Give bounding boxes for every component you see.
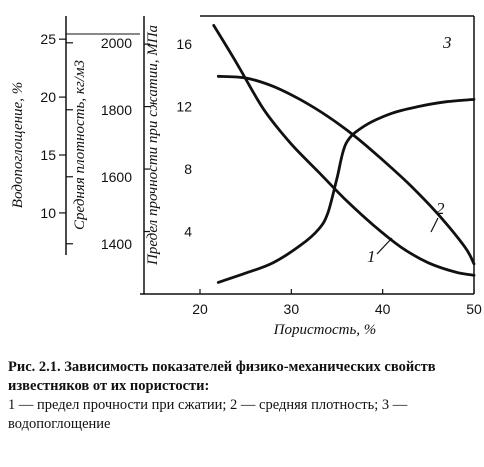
curve-label-2: 2 [436,199,445,218]
density-tick-label: 1400 [101,236,132,252]
x-tick-label: 20 [192,301,208,317]
figure-caption: Рис. 2.1. Зависимость показателей физико… [8,358,480,434]
curve-label-3: 3 [442,33,452,52]
curve-label-leader [376,237,393,255]
strength-tick-label: 4 [184,224,192,240]
density-tick-label: 2000 [101,35,132,51]
water-tick-label: 15 [40,147,56,163]
water-tick-label: 10 [40,205,56,221]
water-tick-label: 25 [40,31,56,47]
curve-label-1: 1 [367,247,376,266]
density-axis-title: Средняя плотность, кг/м3 [72,60,88,230]
strength-tick-label: 8 [184,161,192,177]
water-axis-title: Водопоглощение, % [10,82,26,208]
water-tick-label: 20 [40,89,56,105]
curve-3 [216,98,476,284]
strength-tick-label: 12 [176,99,192,115]
caption-legend: 1 — предел прочности при сжатии; 2 — сре… [8,397,408,432]
x-axis-title: Пористость, % [273,322,377,338]
x-tick-label: 50 [466,301,482,317]
strength-axis-title: Предел прочности при сжатии, МПа [145,25,161,266]
curve-1 [212,24,476,277]
curve-label-leader [430,217,439,233]
x-tick-label: 40 [375,301,391,317]
caption-title: Рис. 2.1. Зависимость показателей физико… [8,359,436,394]
curve-2 [216,74,476,266]
density-tick-label: 1600 [101,169,132,185]
density-tick-label: 1800 [101,102,132,118]
x-tick-label: 30 [284,301,300,317]
strength-tick-label: 16 [176,36,192,52]
